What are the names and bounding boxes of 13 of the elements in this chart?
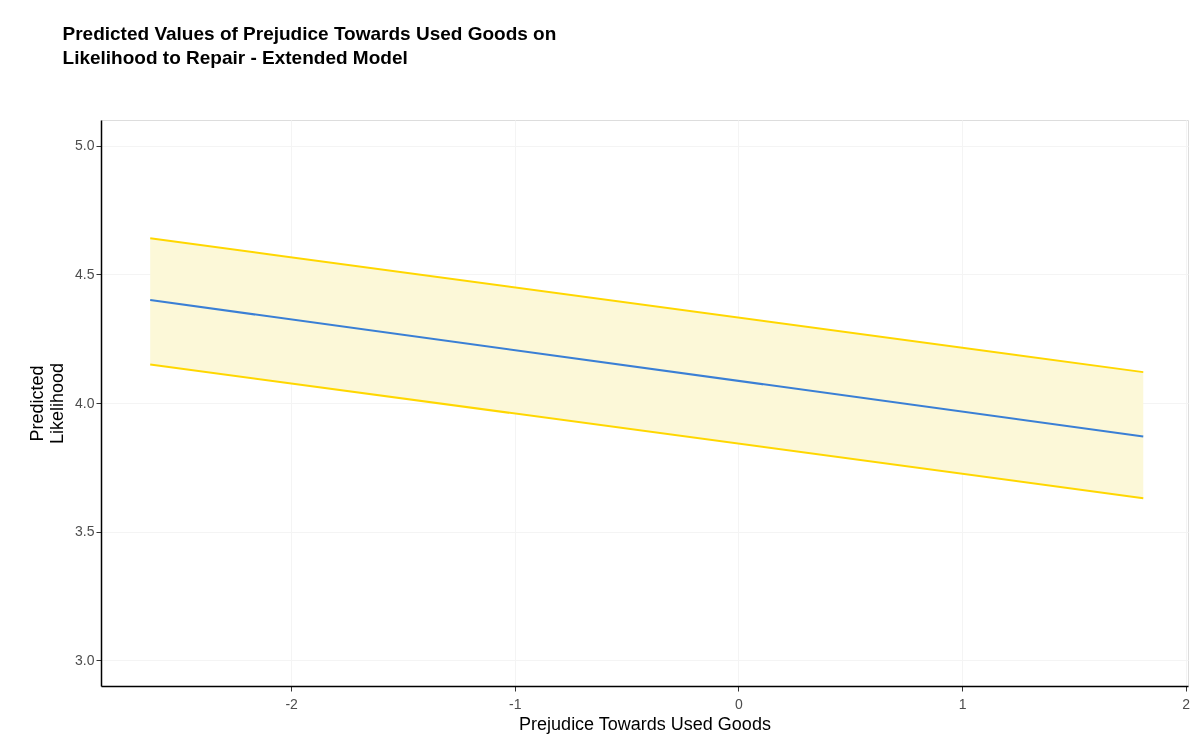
y-tick-label: 4.0 bbox=[75, 394, 95, 411]
y-tick-label: 3.5 bbox=[75, 523, 95, 540]
y-tick-label: 4.5 bbox=[75, 265, 95, 282]
x-tick-label: -2 bbox=[285, 695, 299, 712]
y-axis-title: Predicted Likelihood bbox=[27, 362, 68, 445]
x-axis-title: Prejudice Towards Used Goods bbox=[519, 713, 771, 734]
y-tick-label: 5.0 bbox=[75, 137, 95, 154]
y-tick-label: 3.0 bbox=[75, 651, 95, 668]
x-tick-label: 2 bbox=[1182, 695, 1191, 712]
chart-title: Predicted Values of Prejudice Towards Used Goods on Likelihood to Repair - Extended Model bbox=[62, 23, 557, 68]
x-tick-label: -1 bbox=[509, 695, 522, 712]
x-tick-label: 1 bbox=[958, 695, 967, 712]
x-tick-label: 0 bbox=[735, 695, 744, 712]
